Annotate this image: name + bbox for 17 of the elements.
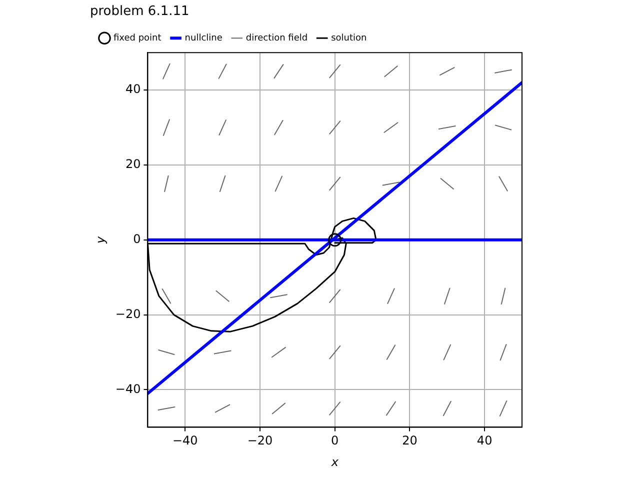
legend-label: direction field — [246, 33, 308, 44]
y-tick-label: 0 — [133, 232, 141, 246]
y-tick-label: −40 — [115, 382, 141, 396]
x-tick-label: 0 — [331, 434, 339, 448]
x-axis-title: x — [330, 454, 340, 469]
x-tick-label: 40 — [476, 434, 492, 448]
legend-label: fixed point — [114, 33, 162, 44]
chart-title: problem 6.1.11 — [90, 4, 190, 20]
y-tick-label: −20 — [115, 306, 141, 321]
legend-label: nullcline — [184, 33, 223, 44]
legend-label: solution — [331, 33, 367, 44]
y-tick-label: 20 — [125, 157, 141, 172]
x-tick-label: 20 — [402, 434, 418, 448]
y-tick-label: 40 — [125, 82, 141, 96]
y-axis-title: y — [93, 235, 108, 244]
x-tick-label: −20 — [247, 434, 273, 448]
x-tick-label: −40 — [172, 434, 198, 448]
